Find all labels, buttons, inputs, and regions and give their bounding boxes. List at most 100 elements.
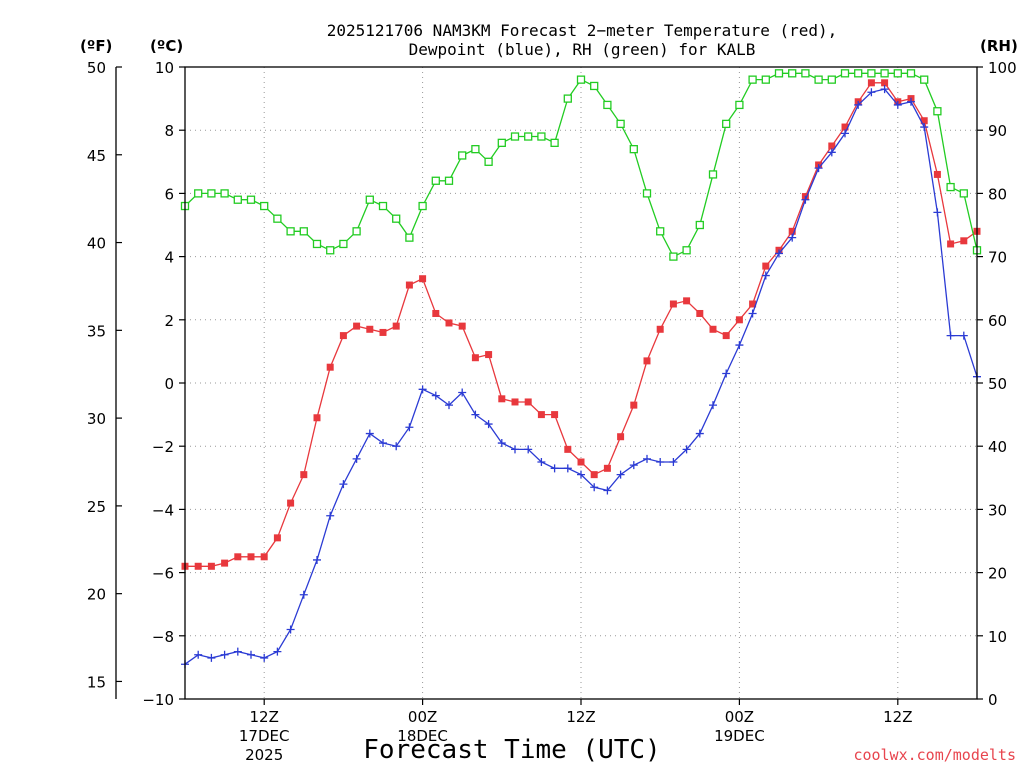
rh-tick-label: 40 xyxy=(988,438,1007,456)
time-tick-label1: 12Z xyxy=(566,708,595,726)
rh-point xyxy=(194,189,203,198)
temperature-point xyxy=(366,325,374,333)
temperature-point xyxy=(485,351,493,359)
rh-point xyxy=(774,69,784,78)
credit-link[interactable]: coolwx.com/modelts xyxy=(853,746,1016,764)
temperature-point xyxy=(722,332,730,340)
rh-axis: 0 10 20 30 40 50 60 70 80 90 100 xyxy=(977,59,1017,709)
temperature-point xyxy=(788,227,796,235)
celsius-tick-label: −6 xyxy=(152,565,174,583)
dewpoint-point xyxy=(326,511,335,520)
temperature-point xyxy=(392,322,400,330)
temperature-point xyxy=(379,328,387,336)
rh-point xyxy=(920,75,929,84)
temperature-point xyxy=(524,398,532,406)
rh-point xyxy=(326,246,335,255)
dewpoint-point xyxy=(629,461,638,470)
dewpoint-point xyxy=(497,439,506,448)
dewpoint-point xyxy=(867,88,876,97)
dewpoint-point xyxy=(392,442,401,451)
temperature-point xyxy=(353,322,361,330)
dewpoint-point xyxy=(907,97,915,106)
temperature-point xyxy=(471,354,479,362)
series-layer xyxy=(180,69,982,669)
time-tick-label1: 12Z xyxy=(883,708,912,726)
fahrenheit-tick-label: 40 xyxy=(87,235,106,253)
fahrenheit-tick-label: 20 xyxy=(87,586,106,604)
series-2 xyxy=(180,69,982,261)
dewpoint-point xyxy=(484,420,493,429)
time-tick-label2: 18DEC xyxy=(397,727,448,745)
rh-point xyxy=(708,170,718,179)
dewpoint-point xyxy=(207,653,216,662)
temperature-point xyxy=(696,309,704,317)
rh-tick-label: 0 xyxy=(988,691,998,709)
dewpoint-point xyxy=(827,148,836,157)
rh-point xyxy=(893,69,902,78)
rh-point xyxy=(550,138,559,147)
dewpoint-point xyxy=(286,625,295,634)
temperature-point xyxy=(564,445,572,453)
temperature-point xyxy=(511,398,519,406)
dewpoint-point xyxy=(365,429,374,438)
dewpoint-point xyxy=(616,470,625,479)
series-1 xyxy=(181,85,981,669)
celsius-unit-label: (ºC) xyxy=(150,37,183,55)
temperature-point xyxy=(617,433,625,441)
temperature-point xyxy=(749,300,757,308)
rh-point xyxy=(405,233,414,242)
chart-title-line1: 2025121706 NAM3KM Forecast 2−meter Tempe… xyxy=(327,21,838,40)
temperature-point xyxy=(221,559,229,567)
dewpoint-point xyxy=(920,123,929,132)
rh-point xyxy=(933,107,942,116)
dewpoint-point xyxy=(643,454,651,463)
rh-point xyxy=(299,227,308,236)
dewpoint-point xyxy=(775,249,783,258)
dewpoint-point xyxy=(220,650,229,659)
dewpoint-point xyxy=(273,647,282,656)
rh-point xyxy=(365,195,374,204)
rh-point xyxy=(431,176,440,185)
temperature-point xyxy=(260,553,268,561)
dewpoint-point xyxy=(458,388,467,397)
temperature-point xyxy=(551,411,559,419)
temperature-point xyxy=(947,240,955,248)
celsius-tick-label: −4 xyxy=(152,501,174,519)
dewpoint-point xyxy=(695,429,704,438)
temperature-point xyxy=(432,309,440,317)
rh-tick-label: 70 xyxy=(988,249,1007,267)
dewpoint-point xyxy=(603,486,612,495)
rh-point xyxy=(510,132,520,141)
time-tick-label2: 17DEC xyxy=(239,727,290,745)
rh-point xyxy=(286,227,295,236)
dewpoint-point xyxy=(788,233,797,242)
rh-point xyxy=(854,69,863,78)
rh-point xyxy=(220,189,229,198)
celsius-tick-label: −2 xyxy=(152,438,174,456)
rh-point xyxy=(603,100,612,110)
dewpoint-point xyxy=(379,439,387,448)
dewpoint-point xyxy=(669,458,678,466)
rh-point xyxy=(959,189,968,198)
time-tick-label1: 00Z xyxy=(725,708,754,726)
dewpoint-point xyxy=(313,555,321,564)
temperature-point xyxy=(419,275,427,283)
temperature-point xyxy=(247,553,255,561)
temperature-point xyxy=(669,300,677,308)
dewpoint-point xyxy=(550,464,559,473)
celsius-tick-label: 4 xyxy=(164,249,174,267)
time-tick-label3: 2025 xyxy=(245,746,283,764)
rh-point xyxy=(339,239,348,249)
grid xyxy=(185,67,977,699)
temperature-point xyxy=(656,325,664,333)
dewpoint-point xyxy=(563,464,572,473)
x-axis-label: Forecast Time (UTC) xyxy=(363,735,660,765)
dewpoint-point xyxy=(880,85,889,94)
time-tick-label1: 12Z xyxy=(250,708,279,726)
dewpoint-point xyxy=(405,423,414,432)
rh-tick-label: 30 xyxy=(988,501,1007,519)
dewpoint-point xyxy=(524,445,533,454)
temperature-point xyxy=(630,401,638,409)
dewpoint-point xyxy=(577,470,585,479)
